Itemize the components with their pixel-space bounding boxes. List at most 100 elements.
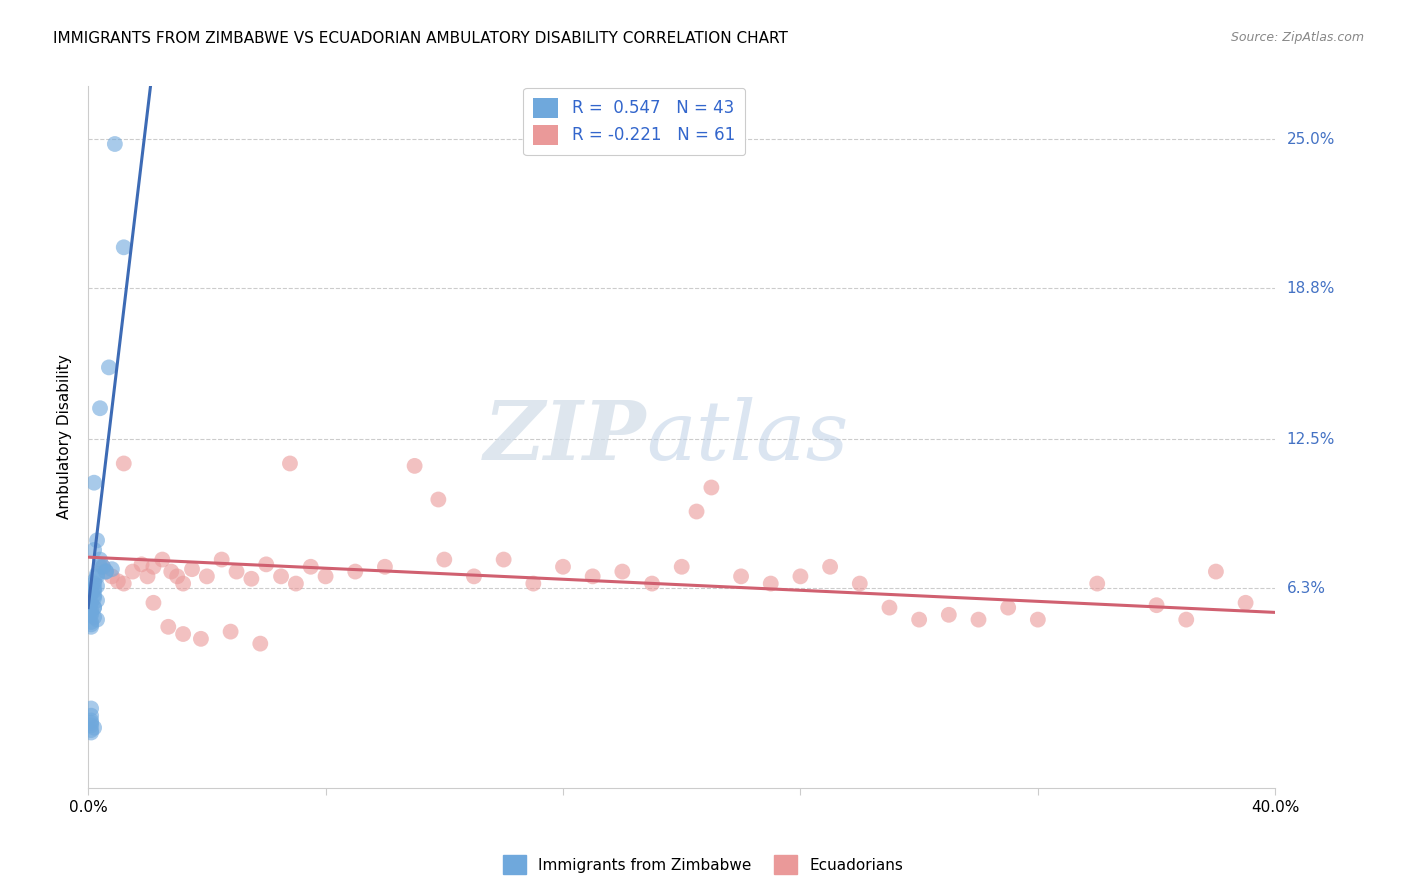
Point [83, 574, 105, 589]
Point [101, 562, 124, 576]
Point [80, 701, 103, 715]
Point [83, 610, 105, 624]
Point [240, 572, 263, 586]
Text: IMMIGRANTS FROM ZIMBABWE VS ECUADORIAN AMBULATORY DISABILITY CORRELATION CHART: IMMIGRANTS FROM ZIMBABWE VS ECUADORIAN A… [53, 31, 789, 46]
Text: atlas: atlas [647, 397, 848, 477]
Point [157, 620, 180, 634]
Point [1146, 598, 1168, 612]
Point [80, 586, 103, 600]
Point [315, 569, 337, 583]
Point [522, 576, 544, 591]
Point [967, 613, 990, 627]
Point [136, 569, 159, 583]
Point [582, 569, 605, 583]
Point [83, 576, 105, 591]
Point [759, 576, 782, 591]
Point [83, 543, 105, 558]
Point [94, 565, 117, 579]
Point [463, 569, 485, 583]
Point [91, 559, 114, 574]
Point [86, 533, 108, 548]
Point [150, 552, 173, 566]
Point [612, 565, 634, 579]
Point [80, 606, 103, 620]
Point [83, 589, 105, 603]
Point [101, 569, 124, 583]
Point [83, 582, 105, 596]
Point [249, 637, 271, 651]
Point [344, 565, 367, 579]
Point [104, 136, 127, 151]
Point [86, 566, 108, 581]
Point [107, 574, 129, 589]
Text: Source: ZipAtlas.com: Source: ZipAtlas.com [1230, 31, 1364, 45]
Point [112, 576, 135, 591]
Point [131, 558, 153, 572]
Point [83, 591, 105, 605]
Point [83, 475, 105, 490]
Point [671, 559, 693, 574]
Text: 6.3%: 6.3% [1286, 581, 1326, 596]
Point [80, 714, 103, 728]
Legend: R =  0.547   N = 43, R = -0.221   N = 61: R = 0.547 N = 43, R = -0.221 N = 61 [523, 87, 745, 155]
Point [219, 624, 242, 639]
Point [433, 552, 456, 566]
Point [80, 715, 103, 730]
Point [1085, 576, 1108, 591]
Point [492, 552, 515, 566]
Point [91, 559, 114, 574]
Point [270, 569, 292, 583]
Point [700, 481, 723, 495]
Point [80, 725, 103, 739]
Point [284, 576, 307, 591]
Text: ZIP: ZIP [484, 397, 647, 477]
Point [374, 559, 396, 574]
Point [160, 565, 183, 579]
Point [1205, 565, 1227, 579]
Point [83, 600, 105, 615]
Point [166, 569, 188, 583]
Point [195, 569, 218, 583]
Point [641, 576, 664, 591]
Point [254, 558, 277, 572]
Point [181, 562, 204, 576]
Point [211, 552, 233, 566]
Point [685, 504, 707, 518]
Point [172, 627, 194, 641]
Point [908, 613, 931, 627]
Point [938, 607, 960, 622]
Point [112, 457, 135, 471]
Point [80, 596, 103, 610]
Point [121, 565, 143, 579]
Point [86, 579, 108, 593]
Point [89, 559, 111, 574]
Point [80, 617, 103, 632]
Text: 12.5%: 12.5% [1286, 432, 1334, 447]
Point [80, 718, 103, 732]
Point [80, 607, 103, 622]
Point [89, 401, 111, 416]
Y-axis label: Ambulatory Disability: Ambulatory Disability [58, 355, 72, 519]
Point [1026, 613, 1049, 627]
Point [730, 569, 752, 583]
Point [142, 596, 165, 610]
Point [1234, 596, 1257, 610]
Point [997, 600, 1019, 615]
Point [112, 240, 135, 254]
Point [1175, 613, 1198, 627]
Point [142, 559, 165, 574]
Point [225, 565, 247, 579]
Point [789, 569, 811, 583]
Point [818, 559, 841, 574]
Point [80, 615, 103, 629]
Point [278, 457, 301, 471]
Point [89, 552, 111, 566]
Point [86, 593, 108, 607]
Point [80, 620, 103, 634]
Point [86, 569, 108, 583]
Point [80, 603, 103, 617]
Point [94, 565, 117, 579]
Point [404, 458, 426, 473]
Point [80, 723, 103, 738]
Legend: Immigrants from Zimbabwe, Ecuadorians: Immigrants from Zimbabwe, Ecuadorians [496, 849, 910, 880]
